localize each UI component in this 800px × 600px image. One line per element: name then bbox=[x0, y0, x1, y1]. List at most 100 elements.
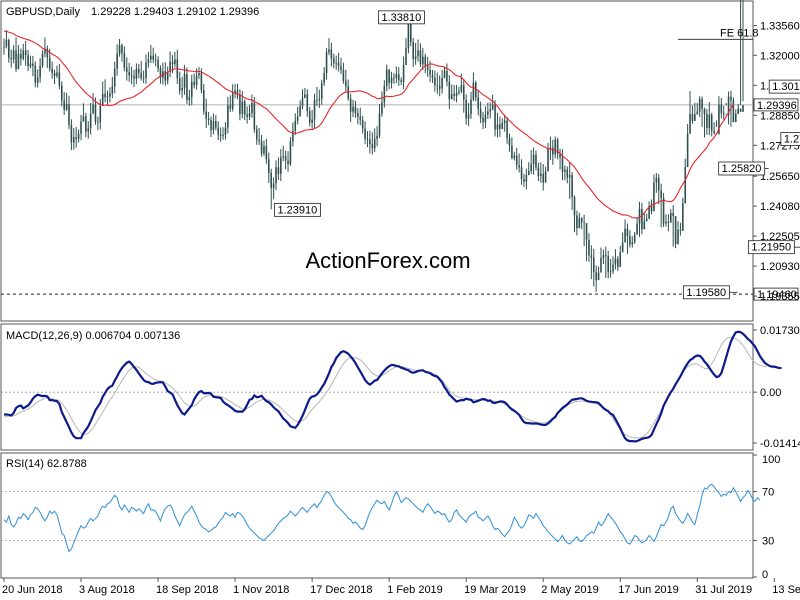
candle-body bbox=[27, 55, 29, 67]
candle-body bbox=[133, 76, 135, 79]
candle-body bbox=[650, 206, 653, 212]
candle-body bbox=[727, 96, 730, 115]
svg-text:1.19460: 1.19460 bbox=[757, 289, 797, 301]
candle-body bbox=[720, 104, 723, 114]
candle-body bbox=[65, 104, 68, 110]
candle-body bbox=[255, 129, 258, 140]
candle-body bbox=[142, 77, 145, 79]
candle-body bbox=[24, 50, 27, 56]
candle-body bbox=[381, 102, 383, 114]
candle-body bbox=[272, 183, 275, 188]
rsi-axis-label: 100 bbox=[762, 454, 780, 466]
candle-body bbox=[414, 56, 417, 60]
candle-body bbox=[335, 62, 337, 64]
price-annotation: 1.30120 bbox=[768, 79, 800, 94]
candle-body bbox=[614, 258, 617, 265]
candle-body bbox=[118, 45, 121, 54]
candle-body bbox=[467, 114, 470, 119]
rsi-axis-label: 30 bbox=[762, 535, 774, 547]
candle-body bbox=[229, 105, 232, 109]
candle-body bbox=[44, 48, 46, 54]
candle-body bbox=[212, 121, 215, 131]
candle-body bbox=[665, 221, 667, 224]
candle-body bbox=[641, 208, 643, 230]
candle-body bbox=[36, 77, 39, 83]
candle-body bbox=[424, 56, 427, 66]
candle-body bbox=[313, 99, 316, 120]
candle-body bbox=[698, 98, 701, 112]
candle-body bbox=[352, 106, 354, 112]
candle-body bbox=[275, 167, 277, 184]
price-axis-label: 1.25650 bbox=[760, 171, 800, 183]
candle-body bbox=[183, 73, 186, 89]
candle-body bbox=[710, 114, 713, 131]
candle-body bbox=[349, 98, 352, 112]
candle-body bbox=[407, 23, 410, 49]
candle-body bbox=[600, 258, 602, 273]
candle-body bbox=[157, 59, 159, 69]
candle-body bbox=[195, 75, 198, 86]
candle-body bbox=[77, 133, 80, 139]
candle-body bbox=[455, 92, 458, 96]
candle-body bbox=[345, 80, 347, 87]
candle-body bbox=[359, 116, 362, 120]
candle-body bbox=[549, 147, 552, 149]
candle-body bbox=[289, 141, 292, 165]
macd-panel bbox=[0, 323, 754, 451]
candle-body bbox=[328, 49, 330, 53]
time-axis-label: 20 Jun 2018 bbox=[2, 584, 63, 596]
svg-text:1.30120: 1.30120 bbox=[772, 81, 800, 93]
candle-body bbox=[200, 73, 203, 91]
price-panel bbox=[0, 0, 754, 322]
time-axis-label: 18 Sep 2018 bbox=[156, 584, 218, 596]
candle-body bbox=[431, 75, 434, 78]
candle-body bbox=[588, 240, 590, 256]
price-axis-label: 1.33560 bbox=[760, 21, 800, 33]
candle-body bbox=[501, 122, 504, 130]
candle-body bbox=[304, 94, 306, 98]
candle-body bbox=[612, 264, 614, 272]
candle-body bbox=[561, 157, 564, 172]
price-annotation: 1.33810 bbox=[378, 10, 425, 25]
candle-body bbox=[566, 169, 569, 178]
candle-body bbox=[677, 229, 679, 245]
candle-body bbox=[106, 96, 109, 98]
candle-body bbox=[655, 177, 658, 183]
candle-body bbox=[585, 223, 588, 241]
candle-body bbox=[190, 81, 193, 97]
price-annotation: 1.27680 bbox=[780, 132, 800, 146]
candle-body bbox=[604, 255, 607, 257]
candle-body bbox=[412, 41, 415, 60]
price-axis-label: 1.22505 bbox=[760, 231, 800, 243]
candle-body bbox=[520, 167, 523, 180]
candle-body bbox=[234, 90, 236, 94]
candle-body bbox=[75, 137, 78, 139]
rsi-axis-label: 70 bbox=[762, 487, 774, 499]
candle-body bbox=[691, 113, 694, 122]
candle-body bbox=[3, 46, 5, 48]
candle-body bbox=[633, 234, 636, 243]
candle-body bbox=[422, 56, 424, 65]
candle-body bbox=[85, 116, 87, 132]
candle-body bbox=[364, 128, 366, 140]
candle-body bbox=[400, 80, 402, 82]
candle-body bbox=[595, 272, 597, 281]
candle-body bbox=[20, 53, 22, 59]
candle-body bbox=[607, 256, 609, 273]
candle-body bbox=[518, 165, 520, 168]
candle-body bbox=[239, 94, 241, 115]
candle-body bbox=[73, 137, 75, 143]
candle-body bbox=[80, 121, 82, 134]
candle-body bbox=[210, 120, 212, 131]
candle-body bbox=[383, 85, 386, 103]
price-panel-title: GBPUSD,Daily 1.29228 1.29403 1.29102 1.2… bbox=[6, 6, 259, 18]
candle-body bbox=[689, 113, 691, 134]
candle-body bbox=[547, 148, 549, 172]
watermark: ActionForex.com bbox=[305, 248, 470, 273]
support-level-tag: 1.19460 bbox=[753, 287, 799, 301]
candle-body bbox=[373, 138, 376, 149]
candle-body bbox=[508, 138, 511, 146]
candle-body bbox=[169, 61, 171, 72]
svg-text:1.21950: 1.21950 bbox=[751, 242, 791, 254]
candle-body bbox=[207, 118, 210, 121]
